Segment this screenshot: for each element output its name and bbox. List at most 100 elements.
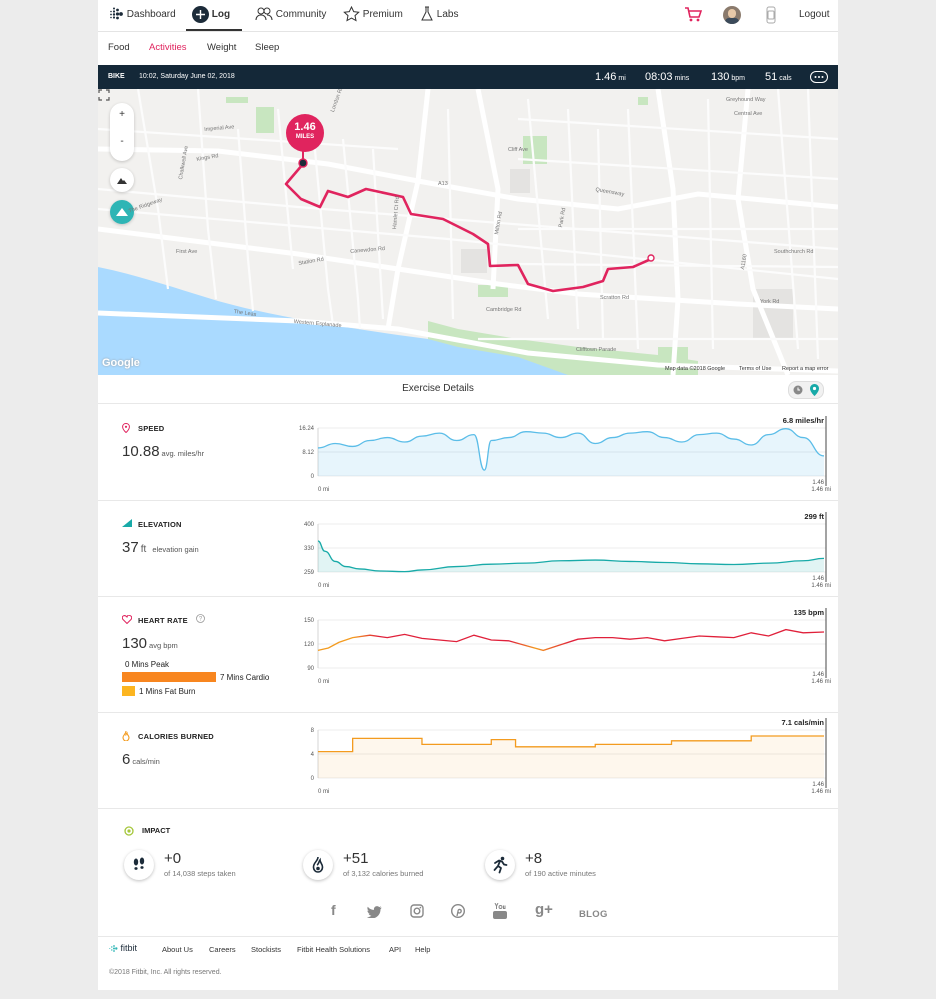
footer-api[interactable]: API	[389, 945, 402, 954]
map-data-credit: Map data ©2018 Google	[665, 366, 726, 372]
cursor-value-label: 6.8 miles/hr	[783, 416, 824, 425]
running-icon	[493, 856, 508, 874]
activity-distance: 1.46	[595, 71, 617, 83]
activity-datetime: 10:02, Saturday June 02, 2018	[139, 73, 235, 80]
x-end-label: 1.46 mi	[811, 583, 831, 589]
speed-label: SPEED	[138, 424, 165, 433]
elevation-chart[interactable]: 400 330 259 299 ft 1.46 0 mi 1.46 mi	[294, 510, 834, 594]
activity-duration-unit: mins	[674, 75, 690, 82]
nav-labs[interactable]: Labs	[420, 0, 458, 31]
speed-unit: avg. miles/hr	[161, 449, 205, 458]
impact-active-minutes-circle	[485, 850, 515, 880]
avatar[interactable]	[723, 6, 741, 24]
flask-icon	[421, 6, 433, 21]
youtube-icon[interactable]	[493, 903, 507, 919]
route-map[interactable]: + - 1.46 MILES Google Map data ©2018 Goo…	[98, 89, 838, 375]
street-label: Clifftown Parade	[576, 347, 617, 353]
googleplus-icon[interactable]: g+	[535, 901, 553, 918]
distance-pin-unit: MILES	[295, 134, 315, 140]
heart-rate-value: 130	[122, 635, 148, 652]
calories-section: CALORIES BURNED 6 cals/min 8 4 0 7.1 cals/mi…	[98, 712, 838, 809]
watch-icon[interactable]	[765, 6, 777, 24]
instagram-icon[interactable]	[410, 904, 424, 918]
chart-map-toggle[interactable]	[788, 381, 824, 399]
twitter-icon[interactable]	[367, 906, 382, 918]
footsteps-icon	[133, 857, 145, 870]
street-label: Greyhound Way	[726, 97, 766, 103]
facebook-icon[interactable]: f	[331, 902, 336, 918]
x-end-label: 1.46 mi	[811, 487, 831, 493]
pinterest-icon[interactable]	[451, 904, 465, 918]
exercise-details-header: Exercise Details	[98, 375, 838, 404]
footer-about-us[interactable]: About Us	[162, 945, 193, 954]
speed-value: 10.88	[122, 443, 160, 460]
subnav-sleep[interactable]: Sleep	[255, 42, 280, 53]
street-label: First Ave	[176, 249, 198, 255]
fullscreen-icon[interactable]	[98, 89, 110, 101]
calories-label: CALORIES BURNED	[138, 732, 214, 741]
activity-calories-unit: cals	[779, 75, 792, 82]
flame-icon	[312, 856, 324, 873]
impact-steps-sub: of 14,038 steps taken	[164, 869, 236, 878]
more-options-button[interactable]	[810, 71, 828, 83]
zone-fatburn-bar	[122, 686, 135, 696]
elevation-icon	[116, 208, 128, 216]
footer-stockists[interactable]: Stockists	[251, 945, 282, 954]
y-tick-label: 4	[311, 752, 315, 758]
speed-pin-icon	[122, 423, 130, 433]
series-area	[318, 541, 824, 572]
cart-icon[interactable]	[684, 6, 702, 23]
series-area	[318, 736, 824, 778]
y-tick-label: 8	[311, 728, 315, 734]
elevation-map-button[interactable]	[110, 200, 134, 224]
top-nav: Dashboard Log Community Premium Labs Log…	[98, 0, 838, 32]
terrain-button[interactable]	[110, 168, 134, 192]
info-icon[interactable]: ?	[196, 614, 205, 623]
subnav-food[interactable]: Food	[108, 42, 130, 53]
nav-dashboard[interactable]: Dashboard	[108, 0, 176, 31]
impact-active-minutes-sub: of 190 active minutes	[525, 869, 596, 878]
y-tick-label: 16.24	[299, 426, 315, 432]
footer-careers[interactable]: Careers	[209, 945, 236, 954]
zoom-in-button[interactable]: +	[119, 109, 125, 120]
series-area	[318, 428, 824, 476]
calories-chart[interactable]: 8 4 0 7.1 cals/min 1.46 0 mi 1.46 mi	[294, 716, 834, 800]
y-tick-label: 330	[304, 546, 315, 552]
nav-labs-label: Labs	[436, 9, 459, 20]
logout-link[interactable]: Logout	[799, 9, 830, 20]
footer-logo-text: fitbit	[120, 943, 138, 953]
x-start-label: 0 mi	[318, 789, 329, 795]
activity-header: BIKE 10:02, Saturday June 02, 2018 1.46 …	[98, 65, 838, 89]
footer-help[interactable]: Help	[415, 945, 431, 954]
footer-logo[interactable]: fitbit	[108, 943, 137, 953]
footer-copyright: ©2018 Fitbit, Inc. All rights reserved.	[109, 969, 222, 976]
star-icon	[343, 6, 360, 22]
y-tick-label: 400	[304, 522, 315, 528]
distance-pin-value: 1.46	[294, 121, 316, 133]
nav-community[interactable]: Community	[255, 0, 326, 31]
subnav-activities[interactable]: Activities	[149, 42, 187, 53]
map-terms-link[interactable]: Terms of Use	[739, 366, 772, 372]
cursor-x-label: 1.46	[812, 672, 824, 678]
speed-chart[interactable]: 16.24 8.12 0 6.8 miles/hr 1.46 0 mi 1.46 mi	[294, 414, 834, 498]
activity-duration: 08:03	[645, 71, 673, 83]
map-report-link[interactable]: Report a map error	[782, 366, 829, 372]
blog-link[interactable]: BLOG	[579, 909, 608, 920]
y-tick-label: 0	[311, 776, 315, 782]
y-tick-label: 8.12	[302, 450, 314, 456]
heart-rate-chart[interactable]: 150 120 90 135 bpm 1.46 0 mi 1.46 mi	[294, 606, 834, 690]
activity-heart-rate-unit: bpm	[731, 75, 745, 82]
cursor-value-label: 299 ft	[804, 512, 824, 521]
subnav-weight[interactable]: Weight	[207, 42, 237, 53]
mountain-icon	[117, 178, 127, 184]
street-label: York Rd	[760, 299, 780, 305]
impact-calories-sub: of 3,132 calories burned	[343, 869, 424, 878]
community-icon	[255, 7, 273, 21]
nav-log[interactable]: Log	[186, 0, 242, 31]
y-tick-label: 0	[311, 474, 315, 480]
nav-premium[interactable]: Premium	[343, 0, 403, 31]
footer-health-solutions[interactable]: Fitbit Health Solutions	[297, 945, 370, 954]
zoom-out-button[interactable]: -	[120, 136, 124, 147]
heart-rate-label: HEART RATE	[138, 616, 188, 625]
elevation-value: 37	[122, 539, 139, 556]
